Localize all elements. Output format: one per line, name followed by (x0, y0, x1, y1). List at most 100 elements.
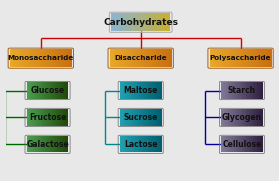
FancyBboxPatch shape (124, 13, 125, 31)
Text: Galactose: Galactose (26, 140, 69, 149)
FancyBboxPatch shape (144, 13, 145, 31)
FancyBboxPatch shape (139, 82, 141, 99)
Text: Glycogen: Glycogen (222, 113, 262, 122)
FancyBboxPatch shape (234, 136, 235, 152)
FancyBboxPatch shape (61, 109, 63, 126)
FancyBboxPatch shape (234, 109, 235, 126)
FancyBboxPatch shape (53, 49, 55, 67)
FancyBboxPatch shape (221, 109, 222, 126)
FancyBboxPatch shape (232, 136, 234, 152)
FancyBboxPatch shape (134, 136, 135, 152)
FancyBboxPatch shape (39, 109, 40, 126)
FancyBboxPatch shape (36, 49, 38, 67)
FancyBboxPatch shape (10, 49, 11, 67)
FancyBboxPatch shape (59, 109, 60, 126)
FancyBboxPatch shape (132, 136, 134, 152)
FancyBboxPatch shape (234, 49, 236, 67)
FancyBboxPatch shape (124, 136, 125, 152)
FancyBboxPatch shape (232, 109, 234, 126)
FancyBboxPatch shape (247, 82, 249, 99)
FancyBboxPatch shape (150, 13, 151, 31)
FancyBboxPatch shape (259, 136, 260, 152)
FancyBboxPatch shape (224, 136, 225, 152)
FancyBboxPatch shape (155, 109, 156, 126)
Text: Carbohydrates: Carbohydrates (103, 18, 178, 27)
FancyBboxPatch shape (155, 49, 156, 67)
FancyBboxPatch shape (53, 136, 54, 152)
FancyBboxPatch shape (256, 49, 258, 67)
FancyBboxPatch shape (117, 13, 118, 31)
FancyBboxPatch shape (122, 49, 124, 67)
FancyBboxPatch shape (160, 82, 162, 99)
FancyBboxPatch shape (111, 49, 113, 67)
FancyBboxPatch shape (152, 82, 153, 99)
FancyBboxPatch shape (153, 49, 155, 67)
FancyBboxPatch shape (235, 109, 236, 126)
FancyBboxPatch shape (145, 109, 146, 126)
FancyBboxPatch shape (39, 49, 41, 67)
FancyBboxPatch shape (153, 82, 155, 99)
FancyBboxPatch shape (130, 49, 131, 67)
FancyBboxPatch shape (63, 136, 64, 152)
FancyBboxPatch shape (119, 49, 121, 67)
FancyBboxPatch shape (133, 49, 134, 67)
FancyBboxPatch shape (158, 49, 159, 67)
FancyBboxPatch shape (249, 136, 250, 152)
FancyBboxPatch shape (249, 109, 250, 126)
FancyBboxPatch shape (231, 109, 232, 126)
FancyBboxPatch shape (254, 109, 256, 126)
FancyBboxPatch shape (44, 49, 45, 67)
FancyBboxPatch shape (134, 109, 135, 126)
FancyBboxPatch shape (236, 136, 238, 152)
FancyBboxPatch shape (247, 136, 249, 152)
FancyBboxPatch shape (159, 109, 160, 126)
FancyBboxPatch shape (238, 109, 239, 126)
FancyBboxPatch shape (246, 136, 247, 152)
FancyBboxPatch shape (63, 109, 64, 126)
FancyBboxPatch shape (66, 82, 67, 99)
FancyBboxPatch shape (257, 82, 259, 99)
FancyBboxPatch shape (47, 82, 49, 99)
FancyBboxPatch shape (111, 13, 112, 31)
FancyBboxPatch shape (54, 109, 56, 126)
FancyBboxPatch shape (32, 109, 33, 126)
FancyBboxPatch shape (52, 82, 53, 99)
FancyBboxPatch shape (59, 136, 60, 152)
FancyBboxPatch shape (240, 49, 242, 67)
FancyBboxPatch shape (53, 82, 54, 99)
FancyBboxPatch shape (228, 49, 230, 67)
FancyBboxPatch shape (38, 136, 39, 152)
FancyBboxPatch shape (56, 109, 57, 126)
FancyBboxPatch shape (128, 13, 129, 31)
Text: Starch: Starch (228, 86, 256, 95)
FancyBboxPatch shape (252, 136, 253, 152)
FancyBboxPatch shape (142, 49, 144, 67)
FancyBboxPatch shape (35, 109, 36, 126)
FancyBboxPatch shape (45, 136, 46, 152)
FancyBboxPatch shape (157, 82, 159, 99)
FancyBboxPatch shape (36, 109, 38, 126)
FancyBboxPatch shape (127, 82, 128, 99)
FancyBboxPatch shape (120, 136, 121, 152)
FancyBboxPatch shape (141, 82, 142, 99)
FancyBboxPatch shape (123, 13, 124, 31)
FancyBboxPatch shape (222, 109, 224, 126)
FancyBboxPatch shape (45, 109, 46, 126)
FancyBboxPatch shape (46, 109, 47, 126)
FancyBboxPatch shape (139, 49, 141, 67)
FancyBboxPatch shape (117, 49, 119, 67)
FancyBboxPatch shape (57, 136, 59, 152)
FancyBboxPatch shape (261, 136, 263, 152)
FancyBboxPatch shape (150, 49, 151, 67)
FancyBboxPatch shape (121, 82, 122, 99)
FancyBboxPatch shape (169, 13, 170, 31)
FancyBboxPatch shape (150, 82, 152, 99)
FancyBboxPatch shape (220, 49, 222, 67)
FancyBboxPatch shape (153, 109, 155, 126)
FancyBboxPatch shape (141, 109, 142, 126)
FancyBboxPatch shape (49, 49, 50, 67)
FancyBboxPatch shape (28, 82, 29, 99)
FancyBboxPatch shape (129, 109, 131, 126)
FancyBboxPatch shape (143, 136, 145, 152)
FancyBboxPatch shape (216, 49, 217, 67)
